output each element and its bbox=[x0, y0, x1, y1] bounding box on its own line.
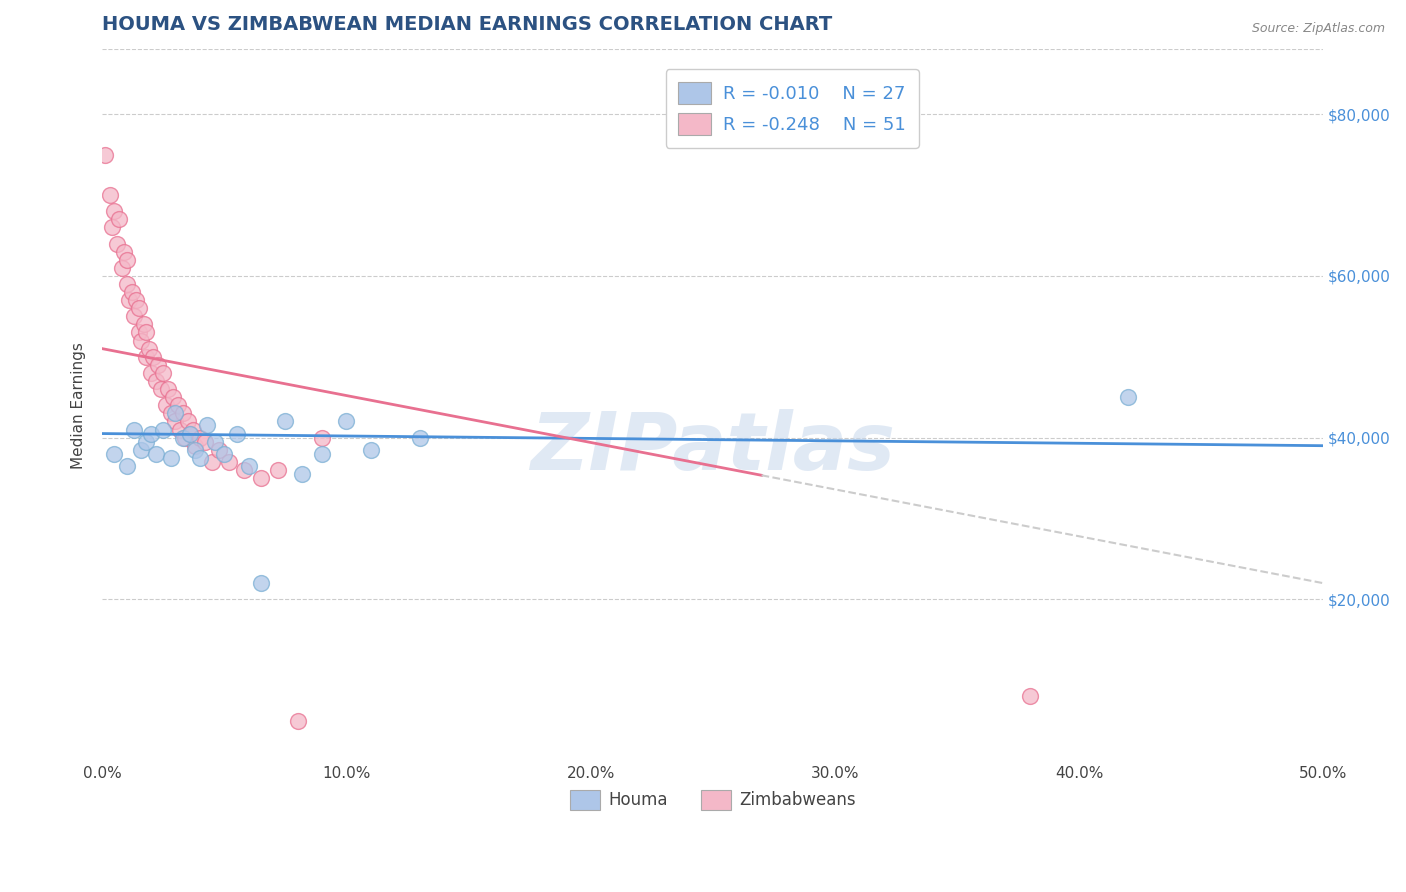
Point bbox=[103, 447, 125, 461]
Point bbox=[172, 406, 194, 420]
Point bbox=[218, 455, 240, 469]
Point bbox=[98, 188, 121, 202]
Point bbox=[188, 450, 211, 465]
Point bbox=[165, 414, 187, 428]
Point bbox=[129, 334, 152, 348]
Point bbox=[188, 431, 211, 445]
Y-axis label: Median Earnings: Median Earnings bbox=[72, 342, 86, 468]
Point bbox=[184, 439, 207, 453]
Point bbox=[145, 447, 167, 461]
Point bbox=[179, 426, 201, 441]
Point bbox=[129, 442, 152, 457]
Point bbox=[208, 442, 231, 457]
Point bbox=[135, 326, 157, 340]
Point bbox=[172, 431, 194, 445]
Point bbox=[149, 382, 172, 396]
Point bbox=[115, 252, 138, 267]
Point bbox=[291, 467, 314, 481]
Point bbox=[159, 406, 181, 420]
Text: Source: ZipAtlas.com: Source: ZipAtlas.com bbox=[1251, 22, 1385, 36]
Point bbox=[138, 342, 160, 356]
Point bbox=[105, 236, 128, 251]
Point bbox=[122, 423, 145, 437]
Point bbox=[115, 458, 138, 473]
Point bbox=[108, 212, 131, 227]
Point bbox=[115, 277, 138, 291]
Point bbox=[157, 382, 180, 396]
Point bbox=[142, 350, 165, 364]
Point bbox=[135, 350, 157, 364]
Text: HOUMA VS ZIMBABWEAN MEDIAN EARNINGS CORRELATION CHART: HOUMA VS ZIMBABWEAN MEDIAN EARNINGS CORR… bbox=[103, 15, 832, 34]
Point bbox=[145, 374, 167, 388]
Point bbox=[194, 434, 217, 449]
Point bbox=[1019, 690, 1042, 704]
Point bbox=[179, 426, 201, 441]
Point bbox=[181, 423, 204, 437]
Point bbox=[311, 447, 333, 461]
Point bbox=[155, 398, 177, 412]
Point bbox=[201, 455, 224, 469]
Point bbox=[135, 434, 157, 449]
Point bbox=[335, 414, 357, 428]
Point bbox=[139, 366, 162, 380]
Point bbox=[111, 260, 134, 275]
Point bbox=[274, 414, 297, 428]
Point bbox=[250, 471, 273, 485]
Point bbox=[267, 463, 290, 477]
Point bbox=[1116, 390, 1139, 404]
Point bbox=[159, 450, 181, 465]
Point bbox=[360, 442, 382, 457]
Point bbox=[225, 426, 247, 441]
Point bbox=[238, 458, 260, 473]
Point bbox=[125, 293, 148, 307]
Point bbox=[128, 326, 150, 340]
Point bbox=[250, 576, 273, 591]
Point bbox=[118, 293, 141, 307]
Point bbox=[204, 434, 226, 449]
Point bbox=[408, 431, 430, 445]
Point bbox=[103, 204, 125, 219]
Point bbox=[184, 442, 207, 457]
Point bbox=[287, 714, 309, 728]
Legend: Houma, Zimbabweans: Houma, Zimbabweans bbox=[562, 783, 862, 817]
Point bbox=[174, 431, 197, 445]
Point bbox=[214, 447, 236, 461]
Point bbox=[176, 414, 198, 428]
Point bbox=[132, 318, 155, 332]
Point bbox=[152, 366, 174, 380]
Point bbox=[232, 463, 254, 477]
Point bbox=[148, 358, 170, 372]
Point bbox=[195, 418, 218, 433]
Point bbox=[112, 244, 135, 259]
Point bbox=[122, 310, 145, 324]
Point bbox=[311, 431, 333, 445]
Point bbox=[93, 147, 115, 161]
Point bbox=[169, 423, 191, 437]
Point bbox=[101, 220, 124, 235]
Point bbox=[121, 285, 143, 299]
Point bbox=[167, 398, 190, 412]
Point bbox=[128, 301, 150, 316]
Text: ZIPatlas: ZIPatlas bbox=[530, 409, 896, 487]
Point bbox=[162, 390, 184, 404]
Point bbox=[139, 426, 162, 441]
Point bbox=[152, 423, 174, 437]
Point bbox=[165, 406, 187, 420]
